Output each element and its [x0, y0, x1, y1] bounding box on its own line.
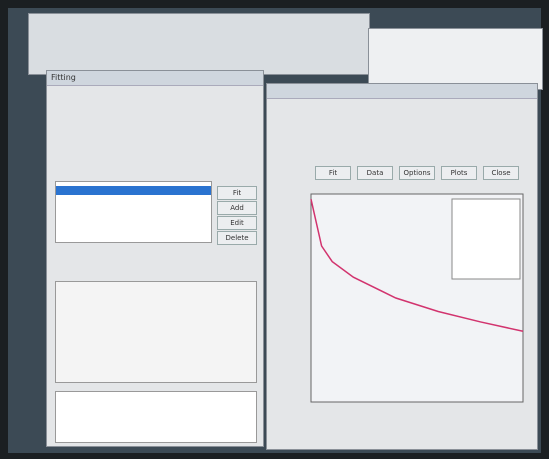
button[interactable]: Edit: [217, 216, 257, 230]
plot-window: Fit Data Options Plots Close: [266, 83, 538, 450]
dialog-title: Fitting: [47, 71, 263, 86]
results-box: [55, 281, 257, 383]
parameter-table: [55, 391, 257, 443]
button[interactable]: Fit: [217, 186, 257, 200]
selected-row: [56, 186, 211, 195]
button[interactable]: Options: [399, 166, 435, 180]
function-list[interactable]: [55, 181, 212, 243]
button[interactable]: Fit: [315, 166, 351, 180]
background-window: [368, 28, 543, 90]
page: {"dialog": {"title": "Fitting", "buttons…: [0, 0, 549, 459]
legend-box: [452, 199, 520, 279]
background-window: [28, 13, 370, 75]
button[interactable]: Add: [217, 201, 257, 215]
button[interactable]: Close: [483, 166, 519, 180]
button[interactable]: Data: [357, 166, 393, 180]
plot: [267, 99, 537, 444]
button[interactable]: Delete: [217, 231, 257, 245]
plot-title-bar: [267, 84, 537, 99]
button[interactable]: Plots: [441, 166, 477, 180]
